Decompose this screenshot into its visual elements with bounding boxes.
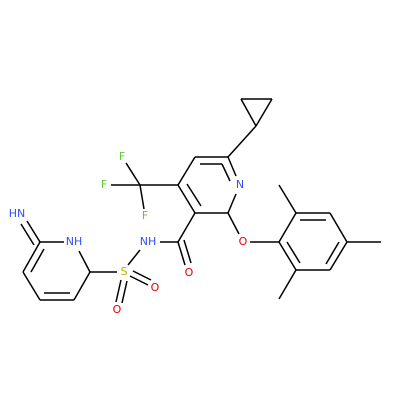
bond [278,184,297,214]
atom-label: F [119,150,125,163]
atom-label: O [113,303,122,316]
bond [278,241,297,271]
bond [125,162,141,186]
bond [139,184,145,210]
bond [22,271,41,301]
bond [121,280,128,304]
atom-labels: N F F F O O NH S O O NH HN [9,150,248,316]
bond [278,212,297,243]
atom-label: N [236,178,244,191]
bond [127,249,141,266]
bond [221,163,231,182]
bond [183,239,192,264]
atom-label: O [239,235,248,248]
atom-label: O [151,281,160,294]
bond [73,271,91,301]
bond [22,241,41,273]
bond [329,212,348,243]
atom-label: S [121,265,128,278]
bond [227,125,257,158]
bond [129,275,149,286]
bonds [20,98,381,304]
bond [227,156,237,177]
bond [115,279,122,303]
bond [329,241,348,271]
bond [227,193,237,214]
atom-label: F [101,178,107,191]
atom-label: HN [9,207,26,220]
bond [132,270,152,281]
bond [240,98,257,127]
bond [177,241,186,266]
bond [20,223,35,246]
atom-label: O [185,266,194,279]
bond [177,184,196,214]
bond [186,183,202,207]
bond [255,98,273,127]
bond [78,250,91,273]
atom-label: NH [66,235,83,248]
bond [177,212,196,243]
bond [325,241,340,265]
bond [227,212,240,235]
bond [26,220,41,243]
bond [286,241,301,264]
atom-label: NH [140,235,157,248]
bond [30,248,45,273]
bond [177,156,196,186]
bond [278,269,297,300]
atom-label: F [142,209,148,222]
